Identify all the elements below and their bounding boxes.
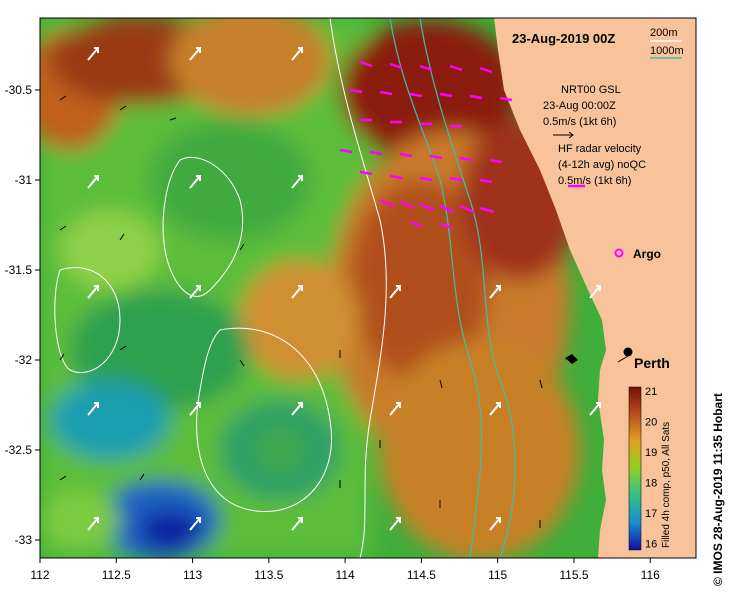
wind-legend-line2: 23-Aug 00:00Z bbox=[543, 100, 616, 112]
map-title: 23-Aug-2019 00Z bbox=[512, 31, 615, 46]
hf-radar-vectors bbox=[339, 60, 513, 230]
wind-vectors bbox=[87, 47, 601, 531]
perth-label: Perth bbox=[634, 355, 670, 371]
x-tick-label: 113.5 bbox=[254, 568, 283, 582]
sst-field bbox=[40, 18, 696, 558]
x-tick-label: 114 bbox=[336, 568, 355, 582]
credit-line: © IMOS 28-Aug-2019 11:35 Hobart bbox=[711, 393, 725, 586]
y-tick-label: -32 bbox=[15, 353, 33, 367]
x-tick-label: 115 bbox=[488, 568, 507, 582]
y-tick-label: -31 bbox=[15, 173, 33, 187]
x-tick-label: 113 bbox=[183, 568, 202, 582]
radar-legend: HF radar velocity (4-12h avg) noQC 0.5m/… bbox=[558, 143, 646, 188]
argo-label: Argo bbox=[633, 247, 661, 261]
y-tick-label: -30.5 bbox=[5, 83, 33, 97]
wind-legend-line1: NRT00 GSL bbox=[561, 84, 621, 96]
x-tick-label: 114.5 bbox=[407, 568, 436, 582]
x-tick-label: 112 bbox=[30, 568, 49, 582]
argo-float-icon bbox=[614, 248, 624, 258]
depth-legend: 200m 1000m bbox=[650, 27, 684, 59]
depth-label-1000: 1000m bbox=[650, 45, 684, 57]
y-tick-label: -32.5 bbox=[5, 443, 33, 457]
colorbar-tick-label: 18 bbox=[645, 478, 657, 490]
wind-legend-line3: 0.5m/s (1kt 6h) bbox=[543, 116, 616, 128]
radar-legend-line2: (4-12h avg) noQC bbox=[558, 159, 646, 171]
colorbar: 21 20 19 18 17 16 bbox=[628, 386, 657, 551]
wind-legend: NRT00 GSL 23-Aug 00:00Z 0.5m/s (1kt 6h) bbox=[543, 84, 621, 139]
colorbar-tick-label: 21 bbox=[645, 386, 657, 398]
y-tick-label: -33 bbox=[15, 533, 33, 547]
colorbar-tick-label: 16 bbox=[645, 539, 657, 551]
land-mass bbox=[494, 18, 696, 558]
colorbar-caption: Filled 4h comp, p50, All Sats bbox=[661, 421, 672, 548]
radar-legend-line3: 0.5m/s (1kt 6h) bbox=[558, 175, 631, 187]
colorbar-tick-label: 20 bbox=[645, 417, 657, 429]
x-tick-label: 115.5 bbox=[559, 568, 588, 582]
depth-label-200: 200m bbox=[650, 27, 678, 39]
x-axis: 112 112.5 113 113.5 114 114.5 115 115.5 116 bbox=[30, 558, 660, 582]
radar-legend-line1: HF radar velocity bbox=[558, 143, 642, 155]
x-tick-label: 112.5 bbox=[102, 568, 131, 582]
current-vectors bbox=[59, 95, 543, 528]
colorbar-tick-label: 17 bbox=[645, 508, 657, 520]
x-tick-label: 116 bbox=[641, 568, 660, 582]
y-tick-label: -31.5 bbox=[5, 263, 33, 277]
y-axis: -30.5 -31 -31.5 -32 -32.5 -33 bbox=[5, 83, 40, 547]
city-dot-icon bbox=[623, 347, 633, 357]
colorbar-gradient bbox=[628, 386, 642, 551]
colorbar-tick-label: 19 bbox=[645, 447, 657, 459]
perth-marker: Perth bbox=[565, 347, 670, 371]
argo-marker: Argo bbox=[614, 247, 661, 261]
